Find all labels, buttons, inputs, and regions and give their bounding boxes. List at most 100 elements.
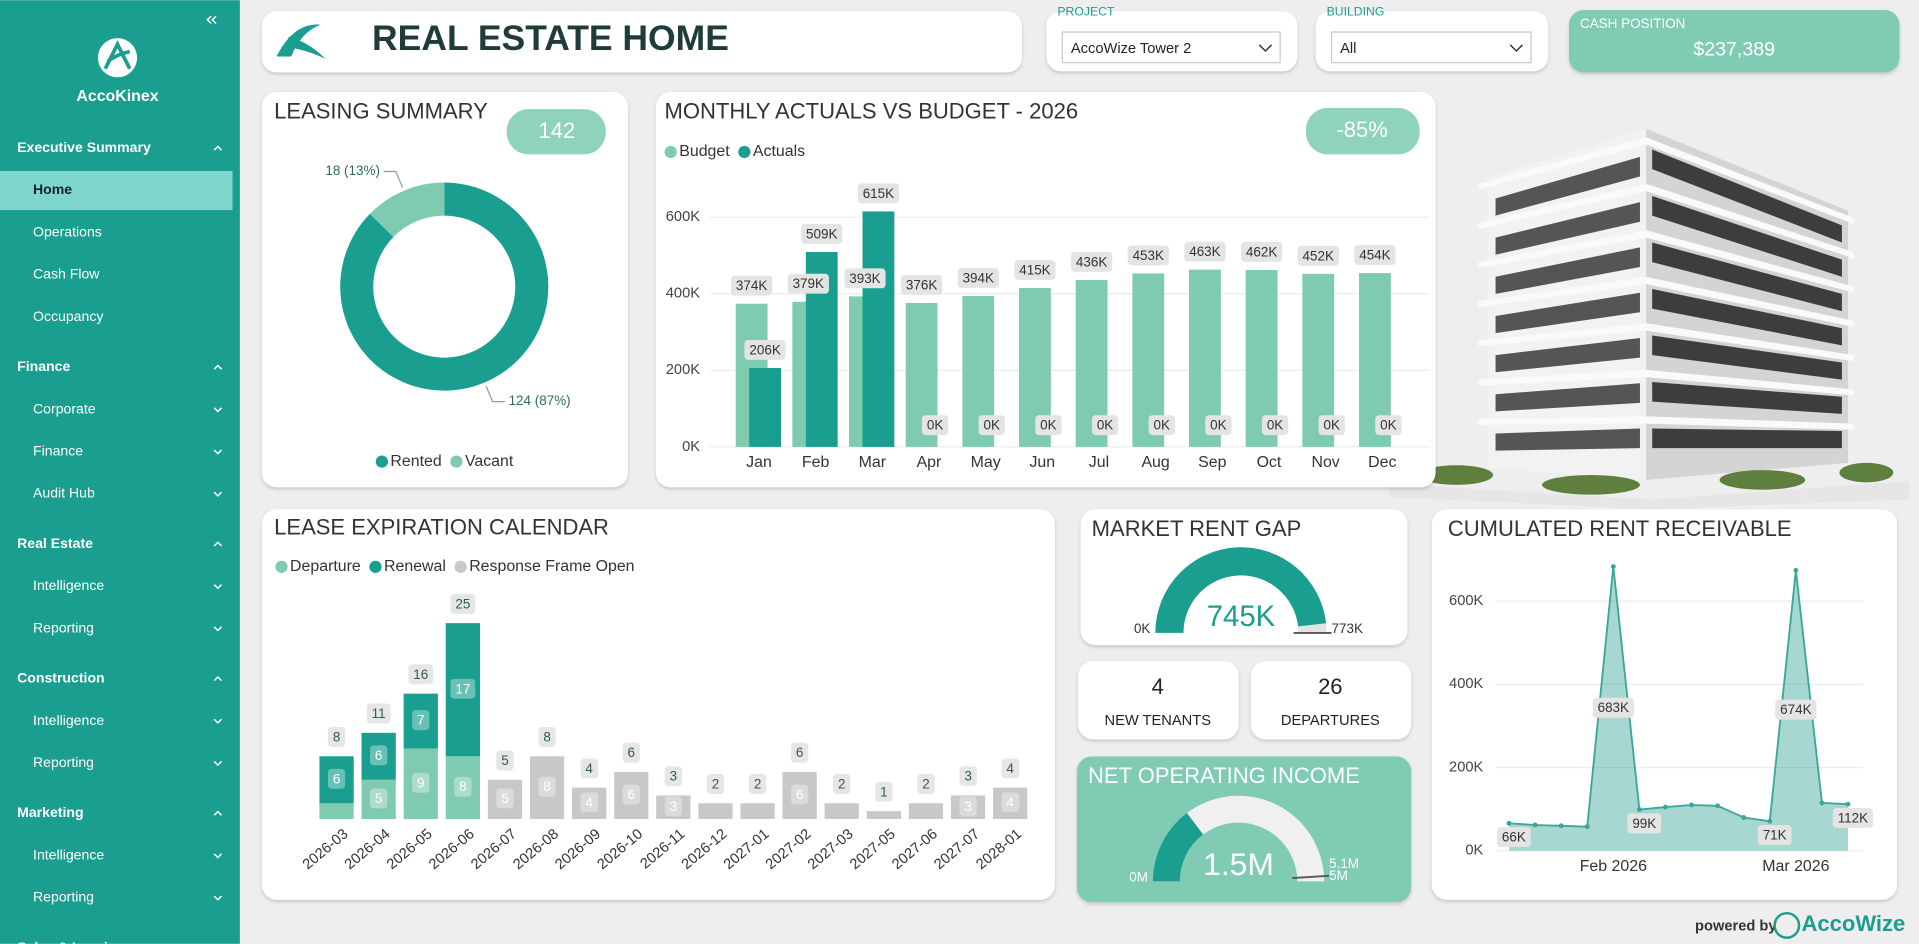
- data-label: 674K: [1780, 702, 1811, 717]
- nav-item[interactable]: Intelligence: [33, 712, 104, 728]
- chevron-down: [213, 407, 223, 413]
- donut-slice: [369, 182, 445, 237]
- x-tick-label: Dec: [1368, 454, 1396, 471]
- dropdown[interactable]: [1061, 31, 1281, 64]
- nav-item[interactable]: Intelligence: [33, 577, 104, 593]
- nav-item[interactable]: Reporting: [33, 889, 94, 905]
- label-box: [957, 268, 999, 288]
- nav-item[interactable]: Reporting: [33, 619, 94, 635]
- total-label: 2: [712, 777, 719, 792]
- point: [1793, 567, 1799, 573]
- nav-item[interactable]: Intelligence: [33, 846, 104, 862]
- nav-group[interactable]: Construction: [17, 670, 105, 686]
- nav-item[interactable]: Cash Flow: [33, 266, 100, 282]
- data-label: 0K: [1154, 418, 1170, 433]
- label-box: [622, 784, 640, 805]
- label-box: [844, 268, 886, 289]
- label-box: [748, 774, 767, 794]
- area: [1509, 566, 1849, 851]
- chart-title: LEASE EXPIRATION CALENDAR: [274, 515, 609, 540]
- chevron-down: [213, 449, 223, 455]
- segment-label: 5: [375, 791, 382, 806]
- chevron-up: [213, 145, 223, 151]
- chevron-down[interactable]: [211, 15, 217, 24]
- chevron-down[interactable]: [206, 15, 212, 24]
- data-label: 99K: [1632, 816, 1656, 831]
- segment-label: 8: [543, 779, 550, 794]
- x-tick-label: Nov: [1311, 454, 1339, 471]
- total-label: 8: [333, 730, 340, 745]
- point: [1636, 807, 1642, 813]
- y-tick-label: 400K: [1449, 676, 1483, 692]
- x-tick-label: Jul: [1089, 454, 1109, 471]
- building-windows: [1495, 292, 1640, 334]
- bar-segment: [403, 748, 438, 819]
- label-box: [450, 593, 476, 614]
- nav-item[interactable]: Home: [33, 181, 72, 197]
- nav-item[interactable]: Corporate: [33, 400, 96, 416]
- footer-text: powered by: [1695, 919, 1777, 935]
- bar-segment: [361, 779, 396, 819]
- bar: [862, 211, 895, 447]
- nav-group[interactable]: Real Estate: [17, 535, 93, 551]
- building-windows: [1495, 156, 1640, 216]
- total-label: 2: [754, 777, 761, 792]
- label-box: [875, 781, 893, 802]
- data-label: 463K: [1189, 244, 1220, 259]
- gauge-track: [1152, 795, 1325, 882]
- total-label: 3: [964, 769, 971, 784]
- nav-item[interactable]: Operations: [33, 223, 102, 239]
- label-box: [1014, 259, 1056, 280]
- chart-title: LEASING SUMMARY: [274, 99, 488, 124]
- kpi-value: 4: [1152, 674, 1164, 699]
- footer-brand: AccoWize: [1802, 911, 1906, 936]
- kpi-label: NEW TENANTS: [1105, 713, 1212, 729]
- nav-item[interactable]: Occupancy: [33, 308, 103, 324]
- total-label: 8: [543, 730, 550, 745]
- label-box: [1001, 792, 1020, 813]
- data-label: 206K: [749, 342, 780, 357]
- nav-item[interactable]: Reporting: [33, 754, 94, 770]
- segment-label: 6: [628, 787, 635, 802]
- data-label: 0K: [1040, 418, 1056, 433]
- label-box: [959, 796, 977, 817]
- segment-label: 8: [459, 779, 466, 794]
- building-slab: [1478, 137, 1855, 225]
- point: [1558, 823, 1564, 829]
- legend-label: Renewal: [384, 558, 446, 575]
- bar-segment: [782, 771, 817, 819]
- chevron-up: [213, 364, 223, 370]
- nav-group[interactable]: Executive Summary: [17, 139, 151, 155]
- chevron-down: [213, 491, 223, 497]
- label-box: [538, 727, 556, 747]
- nav-group[interactable]: Finance: [17, 358, 70, 374]
- badge-value: 142: [538, 118, 575, 143]
- line: [1508, 566, 1849, 828]
- label-box: [496, 788, 514, 809]
- building-slab: [1478, 416, 1855, 430]
- data-label: 71K: [1763, 827, 1787, 842]
- label-box: [412, 710, 430, 731]
- nav-item[interactable]: Audit Hub: [33, 485, 95, 501]
- building-slab: [1478, 369, 1855, 396]
- building-greenery: [1839, 462, 1894, 483]
- nav-group[interactable]: Marketing: [17, 804, 83, 820]
- label-box: [959, 766, 977, 787]
- gauge-value: [1155, 547, 1327, 633]
- building-windows: [1652, 196, 1842, 277]
- nav-group[interactable]: Sales & Leasing: [17, 939, 125, 944]
- gauge-marker: [1292, 874, 1329, 879]
- bar-segment: [445, 756, 480, 819]
- dropdown[interactable]: [1330, 31, 1532, 64]
- total-label: 6: [628, 745, 635, 760]
- segment-label: 9: [417, 775, 424, 790]
- building-slab: [1478, 230, 1855, 293]
- cash-label: CASH POSITION: [1580, 16, 1685, 31]
- data-label: 0K: [1380, 418, 1396, 433]
- data-label: 453K: [1133, 248, 1164, 263]
- nav-item[interactable]: Finance: [33, 443, 83, 459]
- label-box: [1627, 813, 1662, 834]
- chevron-up: [213, 810, 223, 816]
